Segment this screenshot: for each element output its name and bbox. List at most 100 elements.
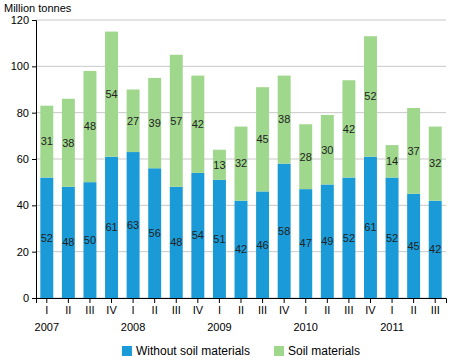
tick-mark	[197, 298, 198, 303]
tick: IV	[365, 298, 376, 316]
grid-line	[36, 66, 446, 67]
legend: Without soil materials Soil materials	[122, 344, 360, 358]
data-label: 46	[256, 239, 268, 251]
grid	[36, 20, 446, 298]
bar	[299, 189, 312, 298]
legend-label: Soil materials	[288, 344, 360, 358]
bar	[83, 182, 96, 298]
data-label: 42	[235, 243, 247, 255]
tick-label: 40	[17, 199, 29, 211]
bar	[364, 36, 377, 156]
bar	[342, 178, 355, 298]
tick-mark	[348, 298, 349, 303]
year-label: 2007	[35, 321, 59, 333]
tick-mark	[32, 20, 36, 21]
data-label: 38	[62, 137, 74, 149]
data-label: 42	[429, 243, 441, 255]
bar	[170, 55, 183, 187]
tick-mark	[32, 113, 36, 114]
tick-mark	[435, 298, 436, 303]
data-label: 52	[364, 90, 376, 102]
tick: 120	[11, 14, 36, 26]
data-label: 52	[386, 232, 398, 244]
bar	[256, 191, 269, 298]
data-label: 45	[408, 240, 420, 252]
data-label: 45	[256, 133, 268, 145]
bar	[170, 187, 183, 298]
grid-line	[36, 20, 446, 21]
tick-label: I	[132, 304, 135, 316]
bar	[148, 78, 161, 168]
data-label: 42	[192, 118, 204, 130]
tick-label: 60	[17, 153, 29, 165]
bar	[256, 87, 269, 191]
plot: 5248506163564854514246584749526152454231…	[11, 14, 447, 333]
tick: III	[85, 298, 94, 316]
tick-mark	[32, 205, 36, 206]
x-axis: IIIIIIIVIIIIIIIVIIIIIIIVIIIIIIIVIIIIII	[37, 298, 447, 316]
bar	[278, 76, 291, 164]
tick: II	[65, 298, 71, 316]
tick-label: I	[391, 304, 394, 316]
tick-label: 120	[11, 14, 29, 26]
tick-mark	[327, 298, 328, 303]
series	[40, 32, 441, 201]
tick-label: II	[324, 304, 330, 316]
tick-label: II	[152, 304, 158, 316]
data-label: 14	[386, 155, 398, 167]
y-axis: 020406080100120	[11, 14, 37, 304]
tick-label: III	[344, 304, 353, 316]
tick-label: III	[172, 304, 181, 316]
bar	[321, 184, 334, 298]
tick-mark	[68, 298, 69, 303]
bar	[62, 187, 75, 298]
tick: I	[132, 298, 135, 316]
tick: II	[411, 298, 417, 316]
axis-title: Million tonnes	[4, 2, 72, 14]
tick-mark	[32, 298, 36, 299]
tick-mark	[262, 298, 263, 303]
tick: I	[45, 298, 48, 316]
data-label: 56	[149, 227, 161, 239]
tick-label: IV	[365, 304, 376, 316]
tick-mark	[284, 298, 285, 303]
legend-label: Without soil materials	[136, 344, 250, 358]
tick-label: II	[65, 304, 71, 316]
tick-mark	[32, 159, 36, 160]
data-label: 39	[149, 117, 161, 129]
year-labels: 20072008200920102011	[35, 321, 404, 333]
tick-mark	[413, 298, 414, 303]
tick: IV	[193, 298, 204, 316]
data-label: 61	[364, 221, 376, 233]
tick: II	[238, 298, 244, 316]
data-label: 28	[300, 151, 312, 163]
tick-mark	[241, 298, 242, 303]
tick-label: I	[45, 304, 48, 316]
tick-label: III	[258, 304, 267, 316]
data-label: 61	[105, 221, 117, 233]
axis-line	[32, 21, 37, 299]
tick-label: III	[85, 304, 94, 316]
tick-label: I	[218, 304, 221, 316]
bars	[40, 32, 441, 298]
tick: 60	[17, 153, 36, 165]
tick: I	[218, 298, 221, 316]
year-label: 2011	[380, 321, 404, 333]
tick-label: 0	[23, 292, 29, 304]
tick: 20	[17, 246, 36, 258]
tick-mark	[154, 298, 155, 303]
data-label: 32	[429, 157, 441, 169]
tick-mark	[89, 298, 90, 303]
tick-label: III	[431, 304, 440, 316]
tick-mark	[176, 298, 177, 303]
tick: III	[431, 298, 440, 316]
bar	[40, 106, 53, 178]
tick-mark	[32, 66, 36, 67]
grid-line	[36, 112, 446, 113]
tick: IV	[106, 298, 117, 316]
bar	[321, 115, 334, 185]
year-label: 2010	[293, 321, 317, 333]
bar	[148, 168, 161, 298]
bar	[407, 108, 420, 194]
tick-mark	[111, 298, 112, 303]
